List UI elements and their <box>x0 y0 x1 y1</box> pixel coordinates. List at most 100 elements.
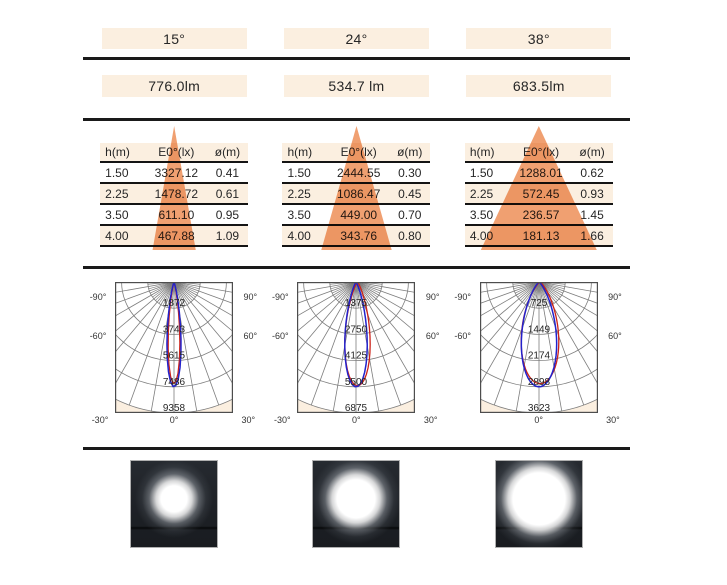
lumen-row: 776.0lm 534.7 lm 683.5lm <box>83 75 630 97</box>
polar-axis-label: -30° <box>274 415 291 425</box>
polar-ring-value: 2174 <box>528 351 551 362</box>
polar-diagrams-row: 1872 3743 5615 7486 9358 -90° 90° -60° 60° -… <box>83 282 630 428</box>
column-3: 38° <box>448 28 630 49</box>
beam-angle-row: 15° 24° 38° <box>83 28 630 49</box>
table-header-row: h(m) E0°(lx) ø(m) <box>100 143 249 163</box>
table-cell: 0.45 <box>389 183 431 205</box>
beam-photos-row <box>83 460 630 548</box>
polar-axis-label: -60° <box>272 331 289 341</box>
polar-axis-label: 90° <box>243 292 258 302</box>
table-row: 4.00 343.76 0.80 <box>282 225 431 247</box>
polar-axis-label: -90° <box>454 292 471 302</box>
polar-ring-value: 6875 <box>345 403 368 413</box>
table-cell: 1086.47 <box>328 183 390 205</box>
polar-chart-svg: 1375 2750 4125 5500 6875 <box>297 282 416 413</box>
table-row: 3.50 449.00 0.70 <box>282 204 431 226</box>
lumen-badge: 683.5lm <box>466 75 612 97</box>
table-cell: 2.25 <box>464 183 511 205</box>
polar-ring-value: 1375 <box>345 298 368 309</box>
illuminance-table-wrap: h(m) E0°(lx) ø(m) 1.50 1288.01 0.62 2.25 572.45… <box>464 126 613 250</box>
beam-angle-badge: 24° <box>283 28 429 49</box>
table-row: 2.25 572.45 0.93 <box>464 183 613 205</box>
table-cell: 1.45 <box>571 204 613 226</box>
polar-ring-value: 4125 <box>345 351 368 362</box>
separator-line <box>83 118 630 121</box>
illuminance-table: h(m) E0°(lx) ø(m) 1.50 2444.55 0.30 2.25 1086.4… <box>282 143 431 247</box>
table-cell: 3.50 <box>282 204 329 226</box>
table-header-cell: h(m) <box>282 143 329 163</box>
table-cell: 4.00 <box>282 225 329 247</box>
table-cell: 1288.01 <box>510 162 572 184</box>
table-cell: 1478.72 <box>146 183 207 205</box>
table-cell: 343.76 <box>328 225 390 247</box>
polar-ring-value: 2898 <box>528 377 551 388</box>
table-header-row: h(m) E0°(lx) ø(m) <box>464 143 613 163</box>
table-cell: 0.70 <box>389 204 431 226</box>
table-cell: 181.13 <box>510 225 572 247</box>
polar-chart-svg: 725 1449 2174 2898 3623 <box>479 282 598 413</box>
polar-ring-value: 5615 <box>163 351 186 362</box>
column-3: h(m) E0°(lx) ø(m) 1.50 1288.01 0.62 2.25 572.45… <box>448 126 630 250</box>
table-row: 4.00 181.13 1.66 <box>464 225 613 247</box>
column-2: 24° <box>265 28 447 49</box>
table-cell: 2.25 <box>100 183 147 205</box>
polar-ring-value: 9358 <box>163 403 186 413</box>
polar-axis-label: 30° <box>423 415 438 425</box>
polar-axis-label: 30° <box>606 415 620 425</box>
polar-axis-label: -90° <box>272 292 289 302</box>
table-header-cell: ø(m) <box>206 143 249 163</box>
table-cell: 0.61 <box>206 183 249 205</box>
table-header-cell: ø(m) <box>571 143 613 163</box>
table-cell: 572.45 <box>510 183 572 205</box>
table-row: 3.50 236.57 1.45 <box>464 204 613 226</box>
polar-axis-label: 60° <box>243 331 258 341</box>
beam-angle-badge: 38° <box>466 28 612 49</box>
lumen-badge: 776.0lm <box>101 75 247 97</box>
polar-axis-label: 90° <box>608 292 622 302</box>
table-cell: 3327.12 <box>146 162 207 184</box>
polar-ring-value: 7486 <box>163 377 186 388</box>
polar-axis-label: 0° <box>169 415 179 425</box>
polar-axis-label: 90° <box>425 292 440 302</box>
table-header-cell: ø(m) <box>389 143 431 163</box>
illuminance-table: h(m) E0°(lx) ø(m) 1.50 3327.12 0.41 2.25 1478.7… <box>100 143 249 247</box>
table-cell: 4.00 <box>100 225 147 247</box>
table-cell: 3.50 <box>464 204 511 226</box>
lumen-badge: 534.7 lm <box>283 75 429 97</box>
column-3: 683.5lm <box>448 75 630 97</box>
table-row: 2.25 1478.72 0.61 <box>100 183 249 205</box>
table-header-cell: E0°(lx) <box>510 143 572 163</box>
table-cell: 1.50 <box>100 162 147 184</box>
illuminance-tables-row: h(m) E0°(lx) ø(m) 1.50 3327.12 0.41 2.25 1478.7… <box>83 126 630 250</box>
column-1 <box>83 460 265 548</box>
polar-axis-label: -60° <box>454 331 471 341</box>
table-header-cell: h(m) <box>464 143 511 163</box>
table-header-row: h(m) E0°(lx) ø(m) <box>282 143 431 163</box>
table-cell: 2.25 <box>282 183 329 205</box>
beam-spot-photo <box>312 460 401 548</box>
table-row: 4.00 467.88 1.09 <box>100 225 249 247</box>
polar-axis-label: 60° <box>425 331 440 341</box>
polar-axis-label: 0° <box>534 415 543 425</box>
table-cell: 0.62 <box>571 162 613 184</box>
polar-axis-label: -30° <box>91 415 109 425</box>
polar-axis-label: -90° <box>89 292 107 302</box>
table-cell: 2444.55 <box>328 162 390 184</box>
table-cell: 1.50 <box>464 162 511 184</box>
separator-line <box>83 266 630 269</box>
polar-ring-value: 1449 <box>528 324 551 335</box>
separator-line <box>83 57 630 60</box>
column-2: h(m) E0°(lx) ø(m) 1.50 2444.55 0.30 2.25 1086.4… <box>265 126 447 250</box>
column-3 <box>448 460 630 548</box>
column-2 <box>265 460 447 548</box>
table-cell: 236.57 <box>510 204 572 226</box>
table-cell: 449.00 <box>328 204 390 226</box>
polar-axis-label: 30° <box>241 415 256 425</box>
table-cell: 611.10 <box>146 204 207 226</box>
illuminance-table-wrap: h(m) E0°(lx) ø(m) 1.50 3327.12 0.41 2.25 1478.7… <box>100 126 249 250</box>
table-cell: 3.50 <box>100 204 147 226</box>
polar-diagram: 1872 3743 5615 7486 9358 -90° 90° -60° 60° -… <box>83 282 265 428</box>
polar-ring-value: 5500 <box>345 377 368 388</box>
illuminance-table-wrap: h(m) E0°(lx) ø(m) 1.50 2444.55 0.30 2.25 1086.4… <box>282 126 431 250</box>
